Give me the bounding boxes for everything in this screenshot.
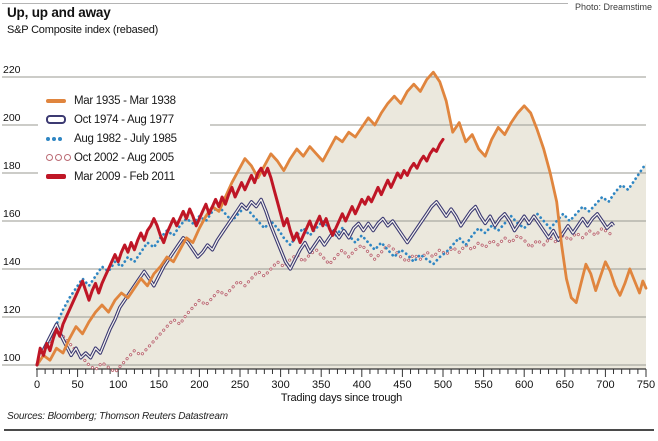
series-s2009 — [35, 137, 445, 367]
svg-text:200: 200 — [3, 112, 21, 124]
series-s1982 — [35, 162, 648, 367]
series-s1935 — [35, 70, 648, 367]
svg-text:200: 200 — [190, 379, 208, 391]
svg-text:400: 400 — [353, 379, 371, 391]
legend-item-s1974: Oct 1974 - Aug 1977 — [46, 110, 210, 129]
legend-swatch-outline-icon — [46, 115, 74, 124]
svg-text:140: 140 — [3, 256, 21, 268]
legend-label: Mar 2009 - Feb 2011 — [74, 170, 175, 183]
top-rule — [2, 3, 568, 4]
page-title: Up, up and away — [7, 5, 111, 20]
svg-text:250: 250 — [231, 379, 249, 391]
legend-item-s2009: Mar 2009 - Feb 2011 — [46, 167, 210, 186]
svg-text:150: 150 — [150, 379, 168, 391]
legend-label: Oct 1974 - Aug 1977 — [74, 113, 174, 126]
legend-label: Mar 1935 - Mar 1938 — [74, 94, 176, 107]
svg-text:100: 100 — [3, 352, 21, 364]
svg-text:0: 0 — [34, 379, 40, 391]
sources-note: Sources: Bloomberg; Thomson Reuters Data… — [7, 411, 228, 422]
legend-item-s2002: Oct 2002 - Aug 2005 — [46, 148, 210, 167]
svg-text:50: 50 — [71, 379, 83, 391]
legend-item-s1982: Aug 1982 - July 1985 — [46, 129, 210, 148]
x-axis: 0 50 100 150 200 250 300 350 400 450 500 550 600 650 7… — [34, 368, 655, 391]
bottom-rule — [4, 429, 654, 431]
svg-text:160: 160 — [3, 208, 21, 220]
svg-text:750: 750 — [637, 379, 655, 391]
legend-label: Oct 2002 - Aug 2005 — [74, 151, 174, 164]
svg-text:650: 650 — [556, 379, 574, 391]
svg-text:500: 500 — [434, 379, 452, 391]
legend-swatch-solid-icon — [46, 98, 74, 103]
legend-item-s1935: Mar 1935 - Mar 1938 — [46, 91, 210, 110]
svg-text:300: 300 — [271, 379, 289, 391]
legend-swatch-solid-icon — [46, 174, 74, 179]
legend-label: Aug 1982 - July 1985 — [74, 132, 177, 145]
svg-text:350: 350 — [312, 379, 330, 391]
svg-text:220: 220 — [3, 64, 21, 76]
photo-credit: Photo: Dreamstime — [574, 2, 652, 12]
svg-text:120: 120 — [3, 304, 21, 316]
legend-swatch-dots-icon — [46, 136, 74, 141]
svg-text:450: 450 — [393, 379, 411, 391]
svg-text:700: 700 — [596, 379, 614, 391]
svg-text:600: 600 — [515, 379, 533, 391]
chart-subtitle: S&P Composite index (rebased) — [7, 24, 159, 36]
svg-text:180: 180 — [3, 160, 21, 172]
svg-text:550: 550 — [474, 379, 492, 391]
chart-legend: Mar 1935 - Mar 1938 Oct 1974 - Aug 1977 Au… — [38, 87, 210, 190]
svg-text:100: 100 — [109, 379, 127, 391]
legend-swatch-rings-icon — [46, 154, 74, 161]
x-axis-title: Trading days since trough — [280, 392, 403, 404]
series-s2002 — [35, 226, 616, 374]
